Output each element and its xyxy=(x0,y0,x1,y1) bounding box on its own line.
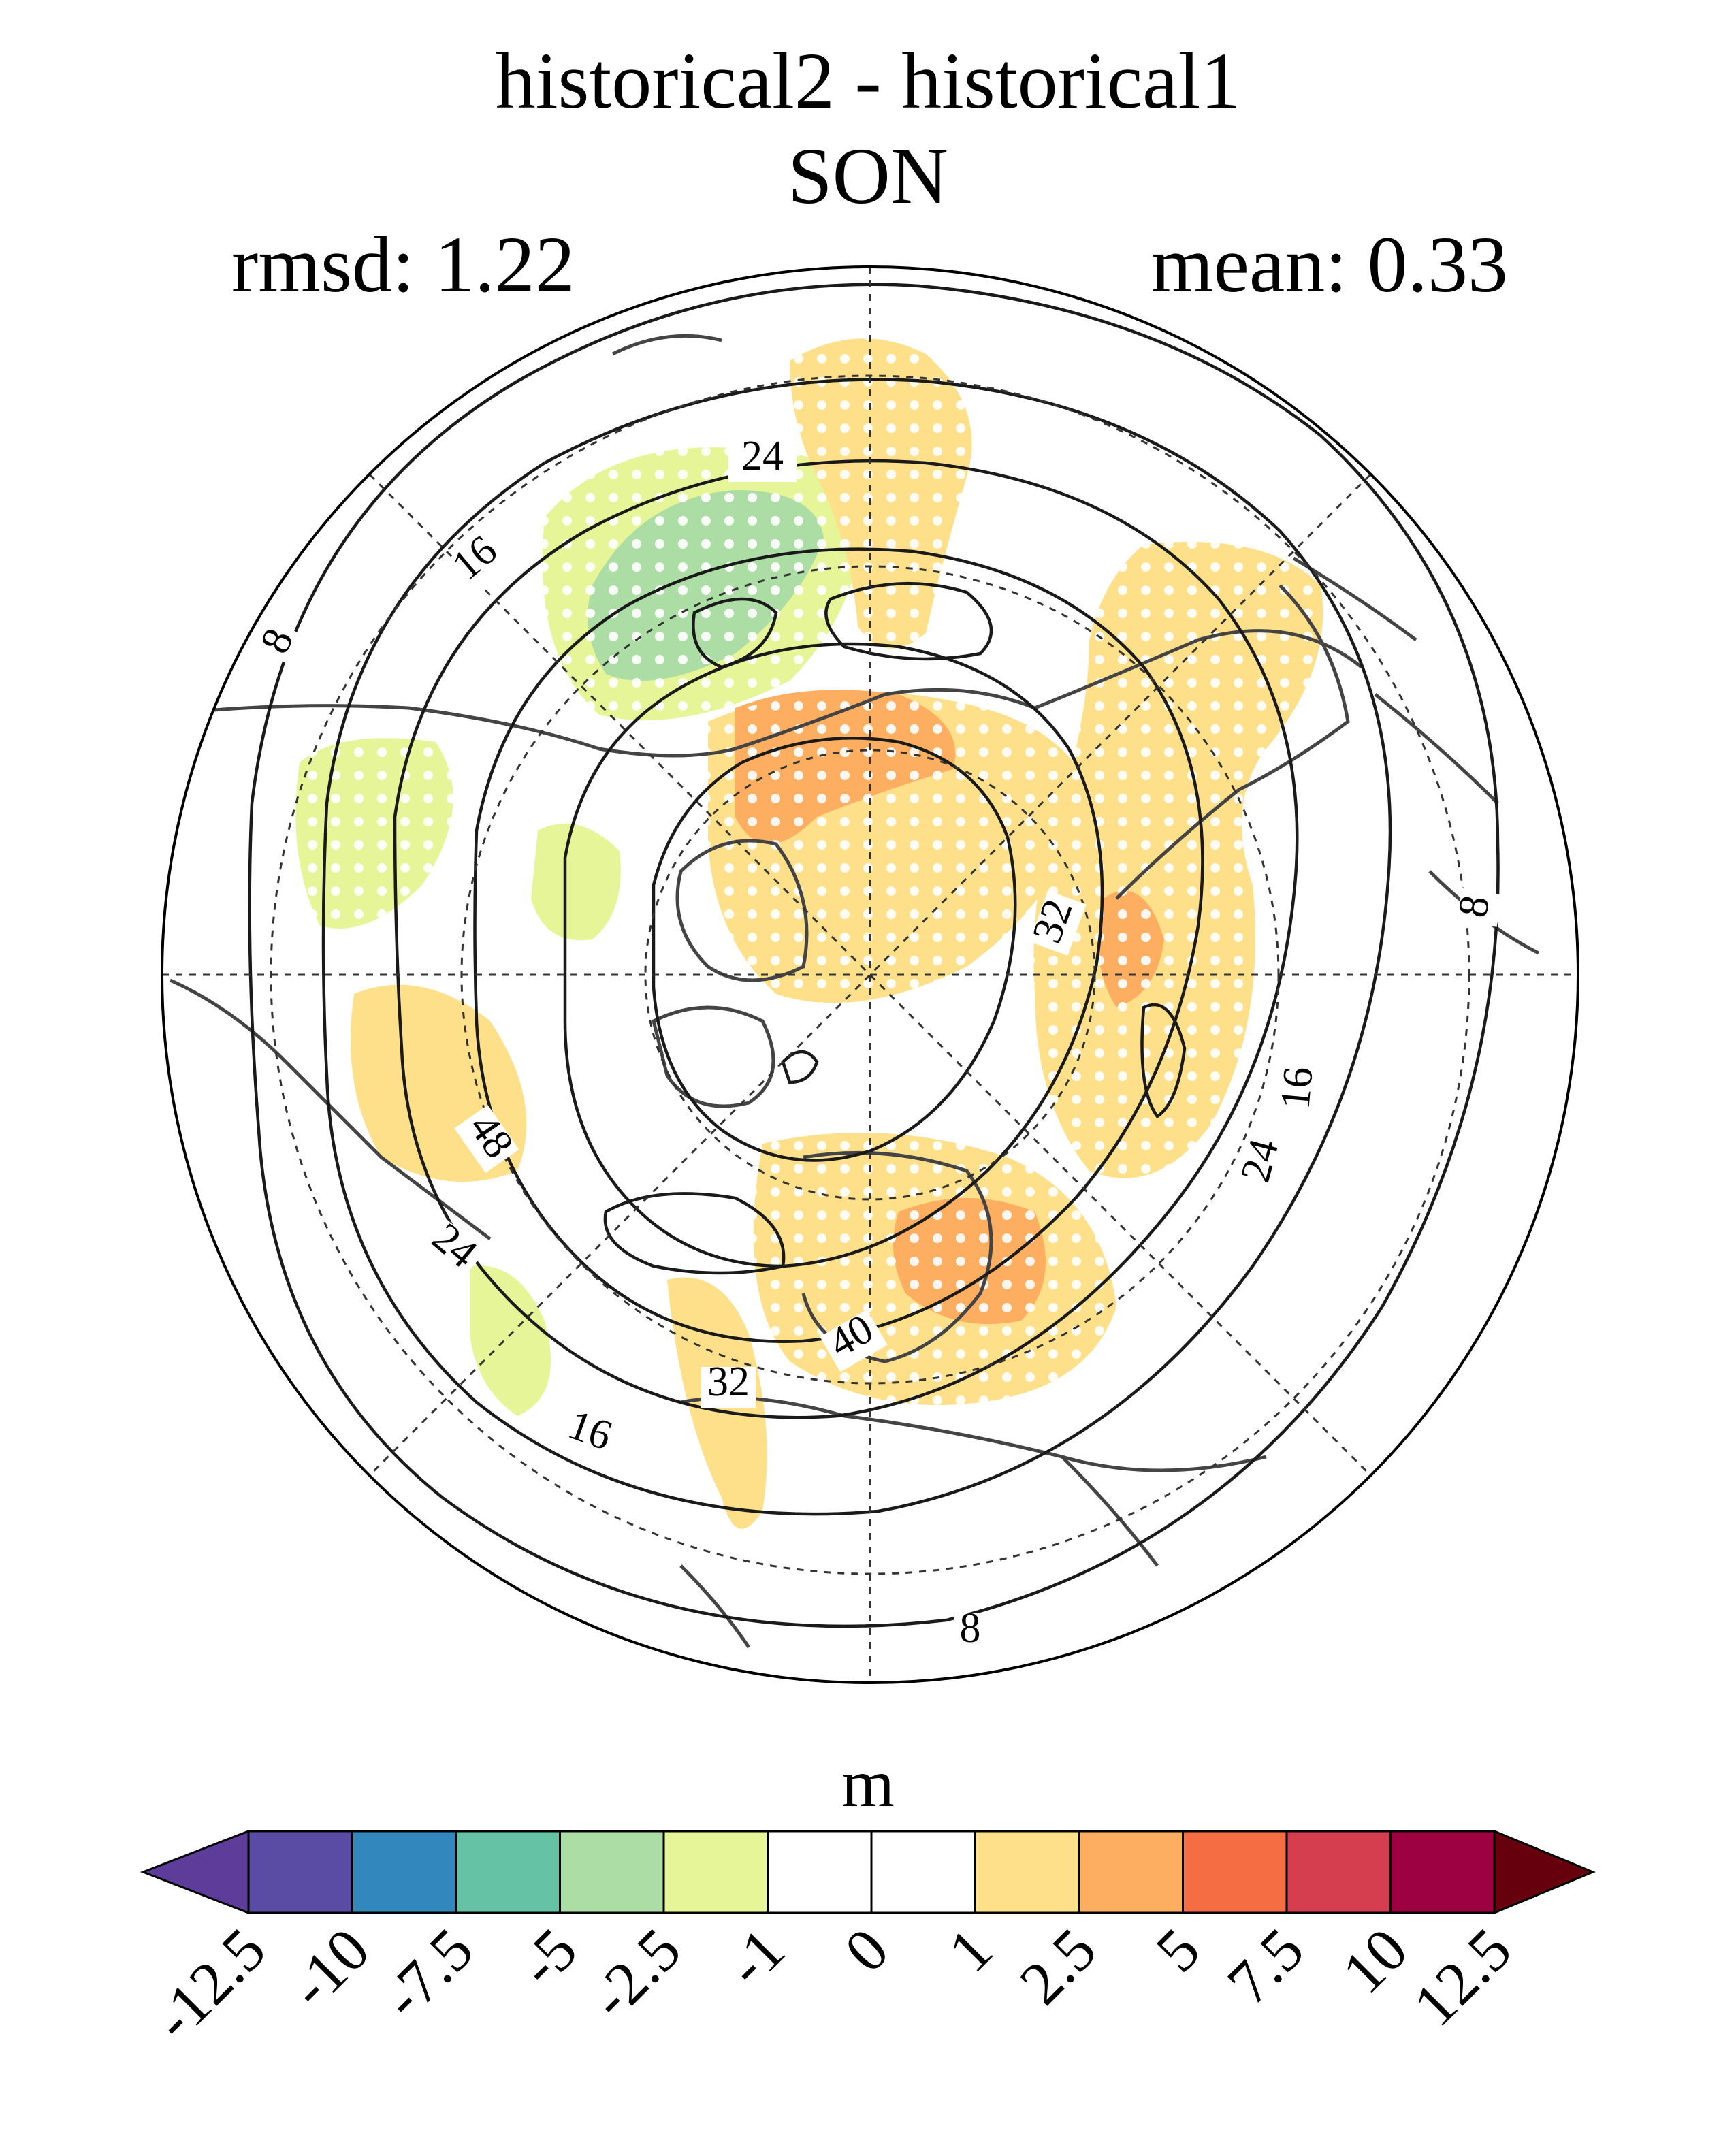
contour-label: 32 xyxy=(707,1359,750,1405)
colorbar-box xyxy=(1285,1830,1392,1914)
colorbar-tick-label: 2.5 xyxy=(1008,1916,1110,2018)
meridian-diag-2 xyxy=(368,473,1372,1477)
contour-closed-north xyxy=(824,581,993,661)
colorbar-box xyxy=(870,1830,976,1914)
contour-closed-nw xyxy=(692,597,778,669)
contour-label: 16 xyxy=(1272,1065,1322,1111)
colorbar-tick-label: 1 xyxy=(936,1916,1006,1985)
colorbar-tick-label: 7.5 xyxy=(1215,1916,1317,2018)
polar-map: 24 16 8 8 32 16 24 48 24 32 40 16 8 xyxy=(161,265,1579,1684)
colorbar-box xyxy=(1389,1830,1496,1914)
colorbar-tick-label: 12.5 xyxy=(1401,1916,1524,2039)
coastline-africa xyxy=(680,1395,1267,1472)
colorbar-box xyxy=(974,1830,1080,1914)
mean-label: mean: 0.33 xyxy=(1151,220,1508,309)
colorbar-box xyxy=(662,1830,769,1914)
contour-closed-east xyxy=(1140,1003,1187,1119)
colorbar-arrow-low xyxy=(140,1829,250,1915)
colorbar-box xyxy=(767,1830,873,1914)
contour-32 xyxy=(473,547,1204,1343)
contour-40 xyxy=(563,642,1104,1268)
anomaly-negative-mid xyxy=(531,824,621,941)
anomaly-negative-south xyxy=(470,1265,551,1416)
colorbar-tick-label: -7.5 xyxy=(370,1916,486,2032)
contour-label: 24 xyxy=(741,433,784,479)
plot-subtitle-season: SON xyxy=(787,131,949,221)
coastline-greenland xyxy=(675,839,809,982)
contour-labels: 24 16 8 8 32 16 24 48 24 32 40 16 8 xyxy=(252,433,1502,1654)
coastline-eurasia-east xyxy=(1115,584,1350,900)
colorbar-arrow-high xyxy=(1493,1829,1596,1915)
map-boundary xyxy=(161,265,1579,1684)
contour-16 xyxy=(321,378,1392,1516)
coastline-north-america xyxy=(163,629,1363,758)
colorbar-tick-label: 0 xyxy=(832,1916,901,1985)
colorbar-box xyxy=(351,1830,457,1914)
colorbar-tick-label: -2.5 xyxy=(577,1916,694,2032)
plot-title: historical2 - historical1 xyxy=(495,36,1241,125)
coastlines xyxy=(163,334,1540,1649)
contour-48 xyxy=(652,737,1017,1162)
meridian-diag-1 xyxy=(368,473,1372,1477)
colorbar-units: m xyxy=(841,1745,895,1821)
colorbar-boxes xyxy=(140,1829,1596,1915)
coastline-south xyxy=(679,1455,1159,1649)
colorbar-tick-label: 5 xyxy=(1144,1916,1213,1985)
colorbar-box xyxy=(455,1830,561,1914)
climatology-contours xyxy=(248,283,1500,1628)
colorbar-tick-label: -10 xyxy=(277,1916,383,2021)
contour-label: 8 xyxy=(960,1605,981,1651)
map-disk xyxy=(163,283,1540,1649)
contour-8-outer xyxy=(248,283,1500,1628)
coastline-west xyxy=(169,978,492,1240)
colorbar-box xyxy=(559,1830,665,1914)
colorbar-box xyxy=(247,1830,353,1914)
contour-closed-sw xyxy=(603,1192,786,1275)
colorbar-tick-label: -5 xyxy=(507,1916,590,1999)
colorbar-tick-label: -12.5 xyxy=(141,1916,279,2054)
coastline-arctic-islands xyxy=(652,1005,775,1108)
colorbar-tick-label: -1 xyxy=(714,1916,798,1999)
colorbar-box xyxy=(1182,1830,1288,1914)
rmsd-label: rmsd: 1.22 xyxy=(231,220,575,309)
colorbar-box xyxy=(1078,1830,1184,1914)
contour-inner-arctic xyxy=(781,1050,819,1084)
graticule xyxy=(162,267,1578,1683)
